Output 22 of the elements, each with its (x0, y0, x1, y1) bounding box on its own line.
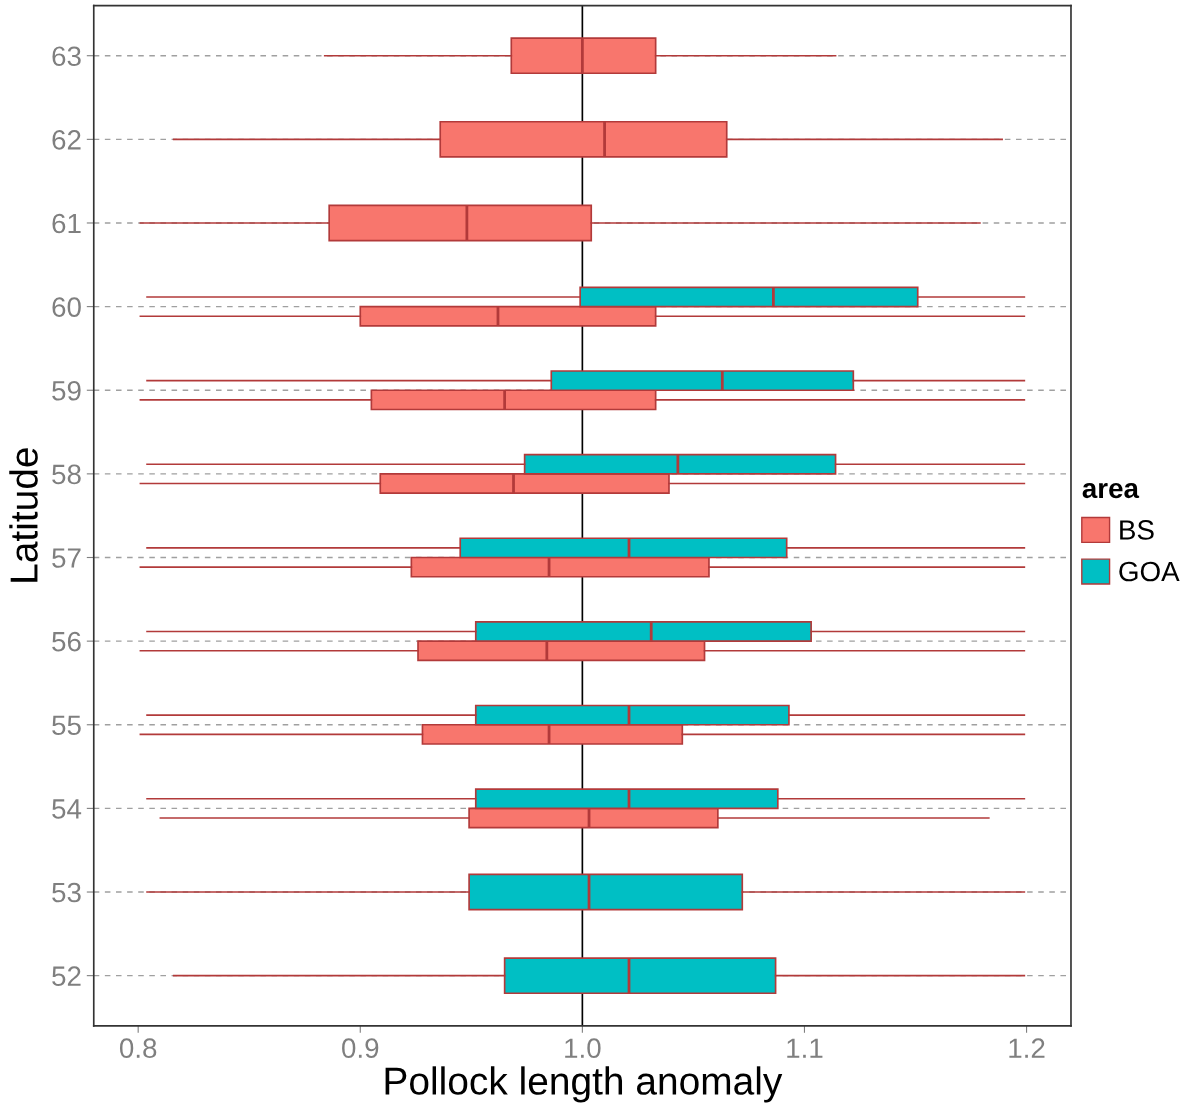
x-tick-label: 0.8 (119, 1038, 157, 1059)
legend-label: BS (1120, 520, 1154, 540)
y-tick-label: 56 (52, 631, 81, 652)
y-tick-label: 61 (52, 213, 81, 234)
x-tick-label: 1.1 (787, 1038, 823, 1058)
y-tick-label: 63 (52, 46, 81, 67)
y-tick-label: 60 (52, 297, 81, 317)
x-tick-label: 1.0 (565, 1038, 601, 1059)
y-tick-label: 59 (52, 380, 81, 401)
x-tick-label: 0.9 (342, 1038, 379, 1059)
y-tick-label: 54 (52, 799, 82, 819)
y-tick-label: 62 (52, 130, 81, 150)
legend-title: area (1082, 482, 1140, 499)
y-tick-label: 58 (52, 464, 81, 485)
y-tick-label: 53 (52, 882, 81, 903)
y-axis-title: Latitude (9, 448, 38, 582)
x-axis-title: Pollock length anomaly (385, 1066, 783, 1103)
x-tick-label: 1.2 (1009, 1038, 1045, 1058)
y-tick-label: 57 (52, 548, 81, 568)
y-tick-label: 52 (52, 966, 81, 986)
y-tick-label: 55 (52, 715, 81, 736)
legend-label: GOA (1119, 561, 1180, 582)
